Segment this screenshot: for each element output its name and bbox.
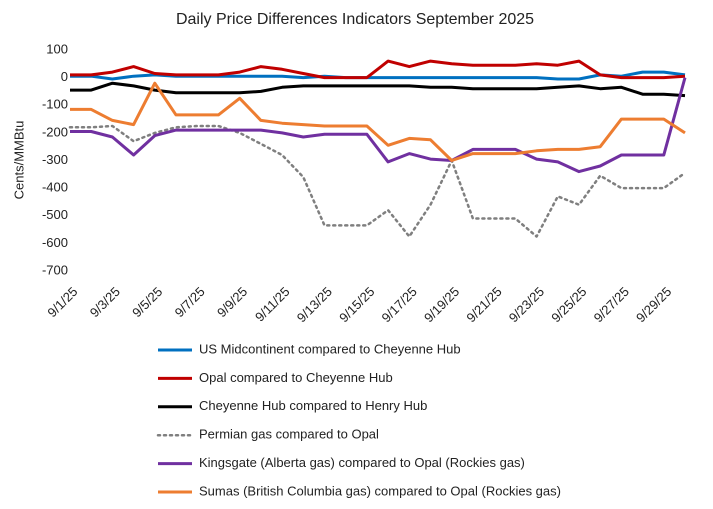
series-line — [70, 77, 687, 174]
legend-label: Permian gas compared to Opal — [199, 427, 379, 442]
legend-label: Kingsgate (Alberta gas) compared to Opal… — [199, 455, 525, 470]
series-line — [70, 59, 686, 80]
x-tick-label: 9/7/25 — [172, 284, 208, 320]
y-tick-label: -600 — [42, 235, 68, 250]
x-tick-label: 9/27/25 — [591, 284, 632, 325]
y-axis-label: Cents/MMBtu — [11, 121, 26, 200]
legend-label: Cheyenne Hub compared to Henry Hub — [199, 398, 427, 413]
legend-label: Opal compared to Cheyenne Hub — [199, 370, 393, 385]
y-tick-label: -700 — [42, 262, 68, 277]
x-tick-label: 9/1/25 — [44, 284, 80, 320]
series-line — [70, 81, 686, 98]
y-tick-label: -100 — [42, 97, 68, 112]
x-tick-label: 9/19/25 — [421, 284, 462, 325]
y-tick-label: -400 — [42, 180, 68, 195]
legend-label: Sumas (British Columbia gas) compared to… — [199, 483, 561, 498]
chart-title: Daily Price Differences Indicators Septe… — [176, 11, 534, 28]
y-tick-label: -300 — [42, 152, 68, 167]
legend-label: US Midcontinent compared to Cheyenne Hub — [199, 341, 461, 356]
x-tick-label: 9/21/25 — [463, 284, 504, 325]
x-tick-label: 9/11/25 — [252, 284, 293, 325]
series-line — [70, 81, 686, 162]
x-tick-label: 9/5/25 — [129, 284, 165, 320]
x-tick-label: 9/13/25 — [294, 284, 335, 325]
x-tick-label: 9/17/25 — [379, 284, 420, 325]
x-tick-label: 9/15/25 — [336, 284, 377, 325]
x-tick-label: 9/9/25 — [214, 284, 250, 320]
x-tick-label: 9/29/25 — [633, 284, 674, 325]
x-tick-label: 9/23/25 — [506, 284, 547, 325]
x-tick-label: 9/25/25 — [548, 284, 589, 325]
y-tick-label: -500 — [42, 207, 68, 222]
y-tick-label: 100 — [46, 41, 68, 56]
x-tick-label: 9/3/25 — [87, 284, 123, 320]
series-line — [68, 124, 687, 238]
y-tick-label: -200 — [42, 124, 68, 139]
y-tick-label: 0 — [61, 69, 68, 84]
